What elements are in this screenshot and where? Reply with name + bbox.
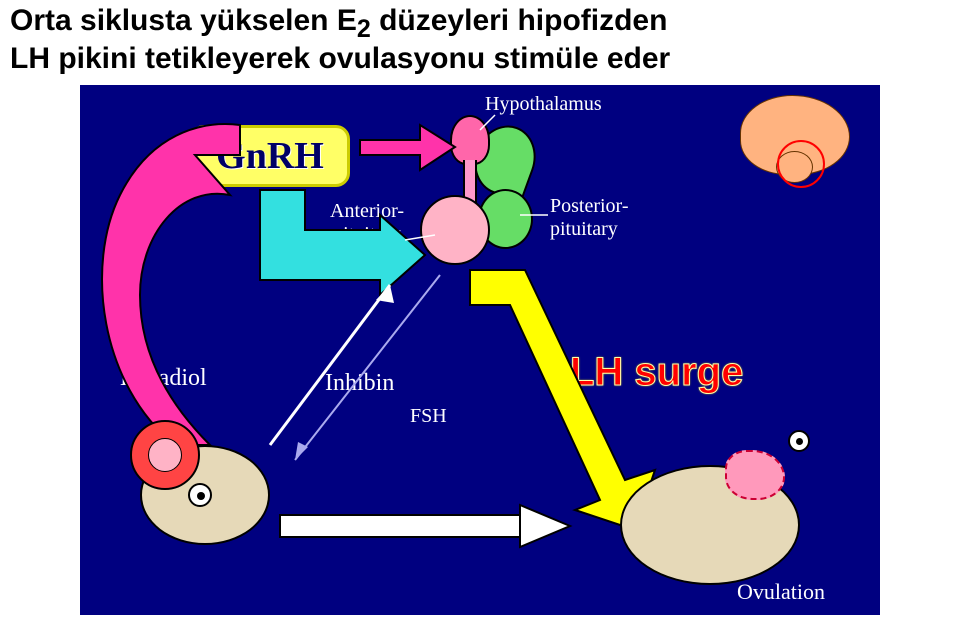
oocyte-left: [188, 483, 212, 507]
title-post: düzeyleri hipofizden: [371, 4, 668, 37]
hpo-axis-diagram: GnRH Hypothalamus Anterior- pituitary Po…: [80, 85, 880, 615]
slide-title-line1: Orta siklusta yükselen E2 düzeyleri hipo…: [10, 4, 667, 44]
released-oocyte: [788, 430, 810, 452]
title-pre: Orta siklusta yükselen E: [10, 4, 357, 37]
follicle-rupture: [725, 450, 785, 500]
title-sub: 2: [357, 15, 371, 43]
follicle-antrum: [148, 438, 182, 472]
slide-title-line2: LH pikini tetikleyerek ovulasyonu stimül…: [10, 42, 670, 76]
brain-highlight-circle: [777, 140, 825, 188]
